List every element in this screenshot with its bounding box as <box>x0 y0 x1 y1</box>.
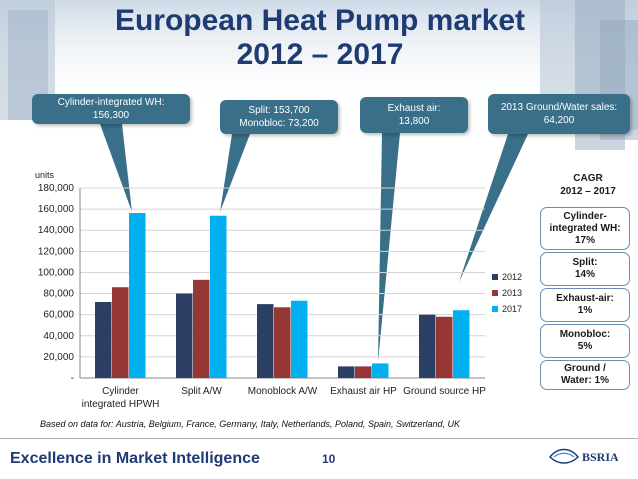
cagr-label: integrated WH: <box>549 222 621 234</box>
y-tick-label: 60,000 <box>43 310 74 321</box>
callout-text: 2013 Ground/Water sales: <box>500 102 618 113</box>
callout-value: 156,300 <box>92 110 130 121</box>
bar-2017 <box>291 300 308 378</box>
cagr-label: Monobloc: <box>559 329 611 340</box>
legend-label: 2013 <box>502 288 522 298</box>
callout-text: Cylinder-integrated WH: <box>57 97 165 108</box>
legend-swatch <box>492 290 498 296</box>
bar-2012 <box>95 302 112 378</box>
cagr-title-line1: CAGR <box>573 173 603 184</box>
footnote: Based on data for: Austria, Belgium, Fra… <box>40 419 461 429</box>
bar-2013 <box>355 366 372 378</box>
callout-text: Exhaust air: <box>387 103 441 114</box>
cagr-value: 17% <box>574 234 595 246</box>
cagr-value: 14% <box>574 269 595 280</box>
bar-2013 <box>193 279 210 378</box>
cagr-box-split: Split: 14% <box>540 252 630 286</box>
bar-2012 <box>338 366 355 378</box>
bar-2013 <box>274 307 291 378</box>
callout-value: 64,200 <box>543 115 575 126</box>
cagr-value: 1% <box>577 305 593 316</box>
y-axis-label: units <box>35 170 55 180</box>
bar-2012 <box>419 314 436 378</box>
page-number: 10 <box>322 452 336 466</box>
callout-exhaust-air: Exhaust air: 13,800 <box>360 97 468 133</box>
bar-2017 <box>129 213 146 378</box>
footer-tagline: Excellence in Market Intelligence <box>10 450 260 467</box>
callout-pointer-1 <box>100 124 132 212</box>
y-tick-label: 140,000 <box>38 225 75 236</box>
labels: units - 20,000 40,000 60,000 80,000 100,000 120… <box>35 170 486 410</box>
cagr-box-monobloc: Monobloc: 5% <box>540 324 630 358</box>
bar-2013 <box>436 316 453 378</box>
page-title: European Heat Pump market <box>114 4 526 37</box>
callout-cylinder-integrated: Cylinder-integrated WH: 156,300 <box>32 94 190 124</box>
bars <box>95 213 470 378</box>
x-tick-label: Exhaust air HP <box>330 386 397 397</box>
cagr-value: 5% <box>577 341 593 352</box>
x-tick-label: integrated HPWH <box>82 399 160 410</box>
footer-divider <box>0 438 638 439</box>
y-tick-label: 120,000 <box>38 246 75 257</box>
callout-pointer-2 <box>220 134 250 212</box>
cagr-title-line2: 2012 – 2017 <box>560 186 616 197</box>
cagr-box-ground-water: Ground / Water: 1% <box>540 360 630 390</box>
cagr-title: CAGR 2012 – 2017 <box>546 172 630 198</box>
callout-text: Split: 153,700 <box>248 105 310 116</box>
callout-value: 13,800 <box>398 116 430 127</box>
callout-pointers <box>100 124 528 362</box>
y-tick-label: 80,000 <box>43 289 74 300</box>
legend-swatch <box>492 306 498 312</box>
bar-2013 <box>112 287 129 378</box>
x-tick-label: Cylinder <box>102 386 139 397</box>
bar-2012 <box>257 304 274 378</box>
y-tick-label: 180,000 <box>38 183 75 194</box>
legend-swatch <box>492 274 498 280</box>
cagr-box-cylinder: Cylinder- integrated WH: 17% <box>540 207 630 250</box>
legend-label: 2017 <box>502 304 522 314</box>
bar-2012 <box>176 293 193 378</box>
cagr-label: Ground / <box>564 363 606 374</box>
legend-label: 2012 <box>502 272 522 282</box>
bar-2017 <box>210 215 227 378</box>
cagr-box-exhaust-air: Exhaust-air: 1% <box>540 288 630 322</box>
y-tick-label: 100,000 <box>38 267 75 278</box>
cagr-label: Split: <box>572 257 598 268</box>
x-tick-label: Ground source HP <box>403 386 486 397</box>
callout-pointer-3 <box>378 133 400 362</box>
legend: 2012 2013 2017 <box>492 272 522 314</box>
page-subtitle: 2012 – 2017 <box>236 38 404 71</box>
y-tick-label: 160,000 <box>38 204 75 215</box>
callout-pointer-4 <box>459 134 528 282</box>
x-tick-label: Split A/W <box>181 386 222 397</box>
callout-split-monobloc: Split: 153,700 Monobloc: 73,200 <box>220 100 338 134</box>
cagr-label: Cylinder- <box>563 210 607 222</box>
x-tick-label: Monoblock A/W <box>248 386 318 397</box>
cagr-label: Exhaust-air: <box>556 293 614 304</box>
y-tick-label: 40,000 <box>43 331 74 342</box>
bar-2017 <box>372 363 389 378</box>
y-tick-label: - <box>71 373 74 384</box>
bsria-logo: BSRIA <box>548 448 618 464</box>
callout-ground-water: 2013 Ground/Water sales: 64,200 <box>488 94 630 134</box>
bar-2017 <box>453 310 470 378</box>
callout-value: Monobloc: 73,200 <box>239 118 319 129</box>
y-tick-label: 20,000 <box>43 352 74 363</box>
svg-text:BSRIA: BSRIA <box>582 450 618 464</box>
cagr-value: Water: 1% <box>561 375 609 386</box>
